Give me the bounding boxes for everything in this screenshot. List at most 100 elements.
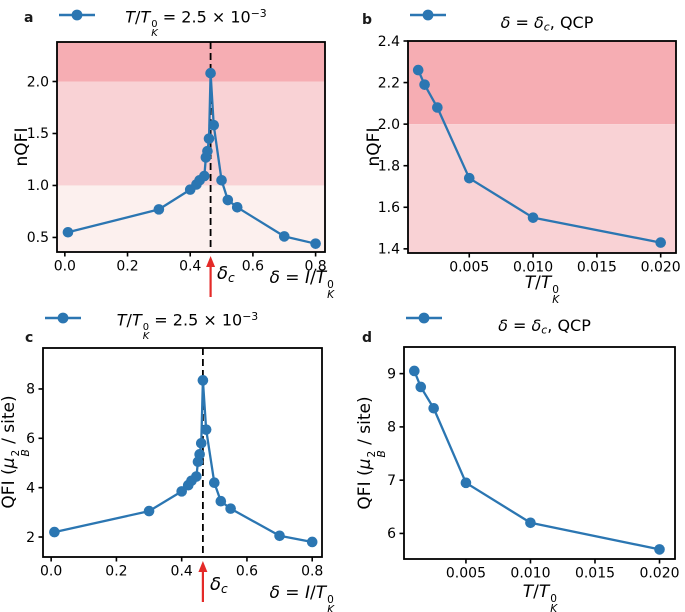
- data-point: [225, 503, 236, 514]
- data-point: [525, 517, 536, 529]
- y-tick-label: 8: [26, 382, 35, 398]
- data-point: [432, 102, 443, 113]
- y-tick-label: 1.0: [27, 178, 49, 194]
- y-axis-label-d: QFI (μ 2 B / site): [355, 396, 388, 510]
- legend-a: T/T 0 K = 2.5 × 10−3: [57, 7, 325, 40]
- axes-box: [42, 347, 323, 558]
- delta-c-arrow-head: [206, 256, 216, 267]
- y-tick-label: 7: [387, 473, 396, 489]
- x-tick-label: 0.0: [54, 259, 76, 275]
- data-point: [194, 449, 205, 460]
- data-point: [215, 495, 227, 507]
- data-point: [200, 424, 212, 435]
- data-point: [153, 204, 165, 215]
- x-tick-label: 0.4: [179, 259, 201, 275]
- x-tick-label: 0.2: [116, 259, 138, 275]
- x-tick-label: 0.0: [40, 564, 62, 580]
- y-tick-label: 4: [26, 480, 35, 496]
- shaded-band: [408, 124, 676, 253]
- data-point: [278, 231, 290, 242]
- data-point: [412, 64, 424, 76]
- data-point: [203, 133, 215, 144]
- data-point: [222, 194, 234, 206]
- panel-letter-b: b: [362, 12, 373, 28]
- y-axis-label-c: QFI (μ 2 B / site): [0, 395, 32, 509]
- y-tick-label: 0.5: [27, 230, 49, 246]
- panel-letter-c: c: [25, 330, 34, 346]
- data-point: [49, 526, 60, 538]
- y-tick-label: 2.0: [378, 117, 400, 133]
- legend-dot: [71, 9, 83, 21]
- data-point: [415, 381, 427, 393]
- legend-dot: [418, 312, 430, 324]
- legend-dot: [422, 9, 434, 21]
- y-tick-label: 1.6: [378, 200, 400, 216]
- legend-c-label: T/T 0 K = 2.5 × 10−3: [116, 310, 259, 343]
- data-point: [460, 477, 472, 489]
- legend-a-label: T/T 0 K = 2.5 × 10−3: [125, 7, 267, 40]
- legend-line-dot-icon: [406, 312, 442, 324]
- x-tick-label: 0.8: [304, 259, 326, 275]
- data-point: [306, 536, 318, 548]
- x-axis-label-a: δ = I/T 0 K: [269, 268, 334, 301]
- shaded-band: [57, 81, 325, 186]
- panel-letter-a: a: [24, 10, 34, 26]
- chart-d: 0.005 0.010 0.015 0.020 6 7 8 9: [387, 346, 680, 582]
- x-tick-label: 0.020: [639, 566, 679, 582]
- legend-d-label: δ = δc, QCP: [498, 315, 591, 337]
- y-tick-label: 6: [26, 431, 35, 447]
- y-axis-label-a: nQFI: [12, 127, 32, 167]
- data-point: [191, 471, 202, 482]
- x-tick-label: 0.015: [577, 260, 617, 276]
- data-point: [527, 212, 539, 223]
- delta-c-annotation-c: δc: [210, 574, 228, 597]
- data-point: [310, 238, 321, 249]
- shaded-band: [408, 41, 676, 125]
- data-point: [199, 170, 210, 182]
- panel-c: 0.0 0.2 0.4 0.6 0.8 2 4 6 8 c T/T 0 K = 2.5 × 10−3…: [0, 306, 342, 612]
- x-tick-label: 0.4: [171, 564, 193, 580]
- data-point: [208, 119, 220, 131]
- data-point: [274, 530, 285, 542]
- legend-dot: [57, 312, 69, 324]
- x-tick-label: 0.6: [236, 564, 258, 580]
- x-tick-label: 0.2: [105, 564, 127, 580]
- data-point: [62, 226, 74, 238]
- y-tick-label: 1.5: [27, 126, 49, 142]
- legend-c: T/T 0 K = 2.5 × 10−3: [43, 310, 322, 343]
- data-point: [205, 67, 216, 79]
- panel-d: 0.005 0.010 0.015 0.020 6 7 8 9 d δ = δc, QCP Q…: [342, 306, 685, 612]
- axes-box: [403, 346, 676, 560]
- legend-b: δ = δc, QCP: [408, 8, 676, 38]
- delta-c-arrow-head: [198, 561, 208, 572]
- data-point: [655, 237, 666, 248]
- chart-c: 0.0 0.2 0.4 0.6 0.8 2 4 6 8: [26, 347, 323, 602]
- data-point: [463, 172, 475, 184]
- y-tick-label: 9: [387, 366, 396, 382]
- x-axis-label-b: T/T 0 K: [524, 273, 560, 306]
- shaded-band: [57, 185, 325, 252]
- axes-box: [407, 40, 677, 254]
- x-tick-label: 0.6: [242, 259, 264, 275]
- y-tick-label: 8: [387, 420, 396, 436]
- x-tick-label: 0.010: [510, 566, 550, 582]
- y-tick-label: 1.4: [378, 242, 400, 258]
- x-tick-label: 0.020: [641, 260, 681, 276]
- x-tick-label: 0.015: [575, 566, 615, 582]
- y-tick-label: 2.4: [378, 34, 400, 50]
- legend-d: δ = δc, QCP: [404, 311, 675, 341]
- series-line: [413, 369, 661, 551]
- y-tick-label: 1.8: [378, 158, 400, 174]
- data-point: [202, 145, 213, 157]
- y-tick-label: 2.2: [378, 75, 400, 91]
- data-point: [143, 505, 155, 517]
- data-point: [428, 402, 439, 414]
- delta-c-annotation-a: δc: [217, 263, 235, 286]
- legend-line-dot-icon: [45, 312, 81, 324]
- data-point: [231, 201, 243, 213]
- chart-a: 0.0 0.2 0.4 0.6 0.8 0.5 1.0 1.5 2.0: [27, 41, 327, 297]
- shaded-band: [57, 42, 325, 82]
- x-axis-label-c: δ = I/T 0 K: [269, 583, 334, 612]
- data-point: [654, 544, 665, 555]
